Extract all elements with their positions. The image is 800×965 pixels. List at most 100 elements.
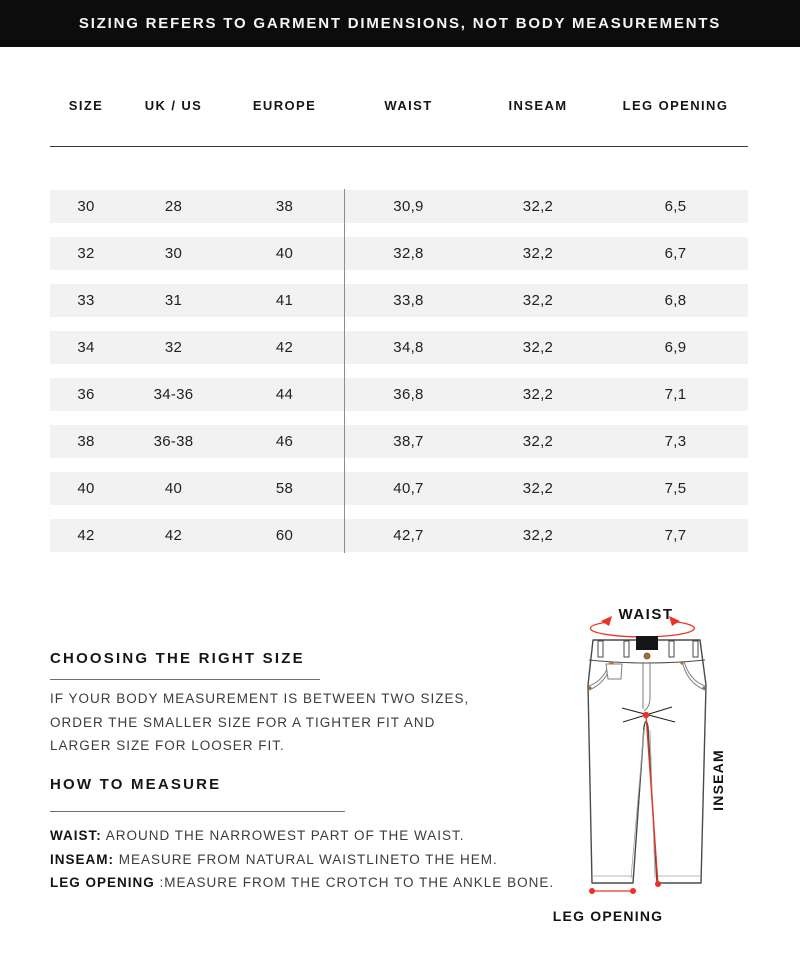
table-cell: 36-38 xyxy=(153,433,194,450)
measure-line: INSEAM: MEASURE FROM NATURAL WAISTLINETO… xyxy=(50,848,554,872)
table-cell: 42,7 xyxy=(393,527,424,544)
table-cell: 34,8 xyxy=(393,339,424,356)
rivet xyxy=(680,661,684,665)
column-header: EUROPE xyxy=(252,97,317,113)
leg-opening-label: LEG OPENING xyxy=(553,908,663,924)
table-cell: 44 xyxy=(275,386,294,403)
text-line: IF YOUR BODY MEASUREMENT IS BETWEEN TWO … xyxy=(50,691,470,706)
table-row: 32 30 40 32,8 32,2 6,7 xyxy=(50,237,748,270)
table-row: 36 34-36 44 36,8 32,2 7,1 xyxy=(50,378,748,411)
waist-arrow-left-icon xyxy=(601,616,612,626)
table-cell: 34-36 xyxy=(153,386,194,403)
waist-arrow-right-icon xyxy=(669,616,680,626)
table-divider xyxy=(344,189,345,553)
table-cell: 33,8 xyxy=(393,292,424,309)
belt-loop xyxy=(668,640,675,658)
column-header: UK / US xyxy=(144,97,203,113)
table-cell: 6,9 xyxy=(664,339,687,356)
table-cell: 41 xyxy=(275,292,294,309)
table-cell: 38 xyxy=(77,433,95,450)
table-cell: 7,1 xyxy=(664,386,687,403)
table-row: 34 32 42 34,8 32,2 6,9 xyxy=(50,331,748,364)
rivet xyxy=(610,661,614,665)
inseam-line xyxy=(645,714,659,885)
waistband-line xyxy=(588,659,706,664)
measure-term: LEG OPENING xyxy=(50,875,155,890)
fly-stitching xyxy=(642,662,651,712)
table-cell: 40,7 xyxy=(393,480,424,497)
table-cell: 32,2 xyxy=(522,339,554,356)
rivet xyxy=(702,686,706,690)
table-row: 30 28 38 30,9 32,2 6,5 xyxy=(50,190,748,223)
table-cell: 30 xyxy=(77,198,95,215)
rivet xyxy=(588,686,592,690)
belt-loop xyxy=(692,640,699,658)
table-cell: 32,2 xyxy=(522,292,554,309)
column-header: WAIST xyxy=(384,97,433,113)
table-cell: 60 xyxy=(275,527,294,544)
how-to-measure-rule xyxy=(50,811,345,812)
brand-tag xyxy=(636,636,658,650)
table-cell: 32 xyxy=(77,245,95,262)
table-row: 40 40 58 40,7 32,2 7,5 xyxy=(50,472,748,505)
header-rule xyxy=(50,146,748,147)
table-cell: 6,8 xyxy=(664,292,687,309)
table-cell: 7,7 xyxy=(664,527,687,544)
top-banner: SIZING REFERS TO GARMENT DIMENSIONS, NOT… xyxy=(0,0,800,47)
table-cell: 58 xyxy=(275,480,294,497)
table-cell: 32,2 xyxy=(522,245,554,262)
table-cell: 31 xyxy=(164,292,183,309)
table-cell: 40 xyxy=(164,480,183,497)
measure-line: LEG OPENING :MEASURE FROM THE CROTCH TO … xyxy=(50,871,554,895)
table-cell: 38 xyxy=(275,198,294,215)
jeans-button xyxy=(643,652,651,660)
table-cell: 28 xyxy=(164,198,183,215)
right-pocket xyxy=(681,660,706,691)
belt-loop xyxy=(597,640,604,658)
measure-term: INSEAM: xyxy=(50,851,114,867)
table-cell: 32 xyxy=(164,339,183,356)
table-cell: 40 xyxy=(275,245,294,262)
table-cell: 7,3 xyxy=(664,433,687,450)
table-cell: 40 xyxy=(77,480,95,497)
table-cell: 36,8 xyxy=(393,386,424,403)
table-body: 30 28 38 30,9 32,2 6,5 32 30 40 32,8 32,2 6,7 33 31 41… xyxy=(50,190,748,566)
leg-opening-point-right xyxy=(630,888,636,894)
table-cell: 30,9 xyxy=(393,198,424,215)
table-cell: 6,5 xyxy=(664,198,687,215)
column-header: LEG OPENING xyxy=(622,97,729,113)
table-cell: 42 xyxy=(275,339,294,356)
measure-line: WAIST: AROUND THE NARROWEST PART OF THE … xyxy=(50,824,554,848)
table-cell: 32,2 xyxy=(522,386,554,403)
inseam-label: INSEAM xyxy=(710,749,726,811)
column-header: INSEAM xyxy=(508,97,568,113)
table-header: SIZE UK / US EUROPE WAIST INSEAM LEG OPENING xyxy=(50,96,748,114)
banner-text: SIZING REFERS TO GARMENT DIMENSIONS, NOT… xyxy=(78,15,722,32)
table-cell: 34 xyxy=(77,339,95,356)
measure-description: :MEASURE FROM THE CROTCH TO THE ANKLE BO… xyxy=(154,875,555,890)
table-cell: 32,2 xyxy=(522,527,554,544)
coin-pocket xyxy=(605,663,623,680)
column-header: SIZE xyxy=(68,97,104,113)
table-cell: 32,2 xyxy=(522,433,554,450)
measure-description: MEASURE FROM NATURAL WAISTLINETO THE HEM… xyxy=(114,851,498,867)
table-cell: 30 xyxy=(164,245,183,262)
jeans-diagram: WAIST xyxy=(553,595,765,935)
table-cell: 42 xyxy=(77,527,95,544)
table-cell: 32,2 xyxy=(522,480,554,497)
belt-loop xyxy=(623,640,630,658)
table-cell: 38,7 xyxy=(393,433,424,450)
text-line: ORDER THE SMALLER SIZE FOR A TIGHTER FIT… xyxy=(50,714,436,730)
waist-label: WAIST xyxy=(619,606,674,623)
table-cell: 46 xyxy=(275,433,294,450)
table-row: 33 31 41 33,8 32,2 6,8 xyxy=(50,284,748,317)
jeans-illustration: WAIST xyxy=(553,606,726,924)
measure-description: AROUND THE NARROWEST PART OF THE WAIST. xyxy=(101,828,465,843)
choosing-text: IF YOUR BODY MEASUREMENT IS BETWEEN TWO … xyxy=(50,687,469,758)
table-cell: 6,7 xyxy=(664,245,687,262)
table-cell: 42 xyxy=(164,527,183,544)
measure-term: WAIST: xyxy=(50,828,102,843)
table-row: 42 42 60 42,7 32,2 7,7 xyxy=(50,519,748,552)
leg-opening-point-left xyxy=(589,888,595,894)
